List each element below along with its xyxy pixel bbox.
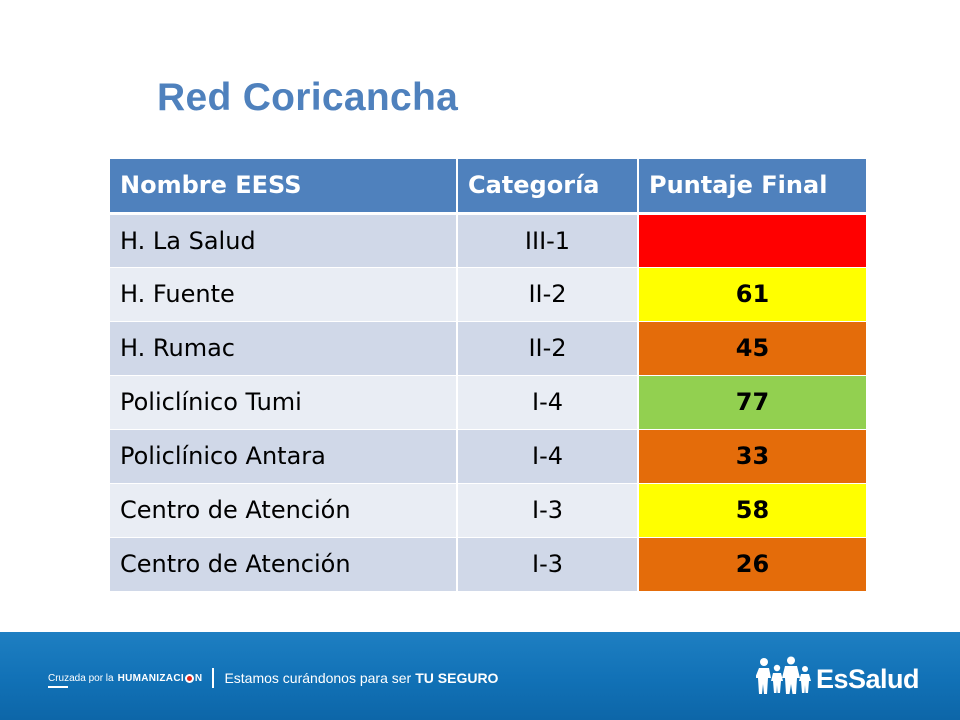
cell-nombre: H. Fuente [110,267,458,322]
table-body: H. La Salud III-1 H. Fuente II-2 61 H. Rumac I… [110,213,866,592]
essalud-logo: EsSalud [756,654,920,698]
table-row: H. La Salud III-1 [110,213,866,268]
footer-banner: Cruzada por la HUMANIZACI N Estamos curá… [0,632,960,720]
header-puntaje-final: Puntaje Final [638,159,866,215]
cell-nombre: Centro de Atención [110,537,458,592]
footer-divider [212,668,215,688]
footer-tagline-bold: TU SEGURO [415,670,499,686]
table-row: Policlínico Tumi I-4 77 [110,375,866,430]
footer-underline [48,686,68,688]
campaign-word-start: HUMANIZACI [117,672,184,684]
table-row: H. Fuente II-2 61 [110,267,866,322]
cell-categoria: I-3 [457,483,639,538]
header-nombre-eess: Nombre EESS [110,159,458,215]
cell-puntaje [638,213,866,268]
cell-nombre: Centro de Atención [110,483,458,538]
campaign-prefix: Cruzada por la [48,672,114,684]
cell-puntaje: 45 [638,321,866,376]
cell-categoria: III-1 [457,213,639,268]
table-row: Policlínico Antara I-4 33 [110,429,866,484]
table-row: H. Rumac II-2 45 [110,321,866,376]
slide-title: Red Coricancha [157,76,459,119]
cell-puntaje: 61 [638,267,866,322]
heart-icon [184,673,194,683]
campaign-word-end: N [194,672,203,684]
cell-categoria: I-4 [457,375,639,430]
cell-puntaje: 26 [638,537,866,592]
cell-categoria: II-2 [457,267,639,322]
cell-categoria: II-2 [457,321,639,376]
cell-categoria: I-3 [457,537,639,592]
table-row: Centro de Atención I-3 58 [110,483,866,538]
header-categoria: Categoría [457,159,639,215]
cell-nombre: Policlínico Tumi [110,375,458,430]
table-row: Centro de Atención I-3 26 [110,537,866,592]
cell-puntaje: 33 [638,429,866,484]
cell-categoria: I-4 [457,429,639,484]
cell-nombre: H. Rumac [110,321,458,376]
cell-puntaje: 77 [638,375,866,430]
scores-table: Nombre EESS Categoría Puntaje Final H. L… [110,159,866,592]
footer-tagline: Estamos curándonos para ser [224,670,412,686]
cell-nombre: H. La Salud [110,213,458,268]
cell-puntaje: 58 [638,483,866,538]
family-figures-icon [756,656,811,694]
cell-nombre: Policlínico Antara [110,429,458,484]
footer-campaign: Cruzada por la HUMANIZACI N Estamos curá… [48,668,498,688]
essalud-logo-text: EsSalud [816,663,920,694]
table-header-row: Nombre EESS Categoría Puntaje Final [110,159,866,215]
